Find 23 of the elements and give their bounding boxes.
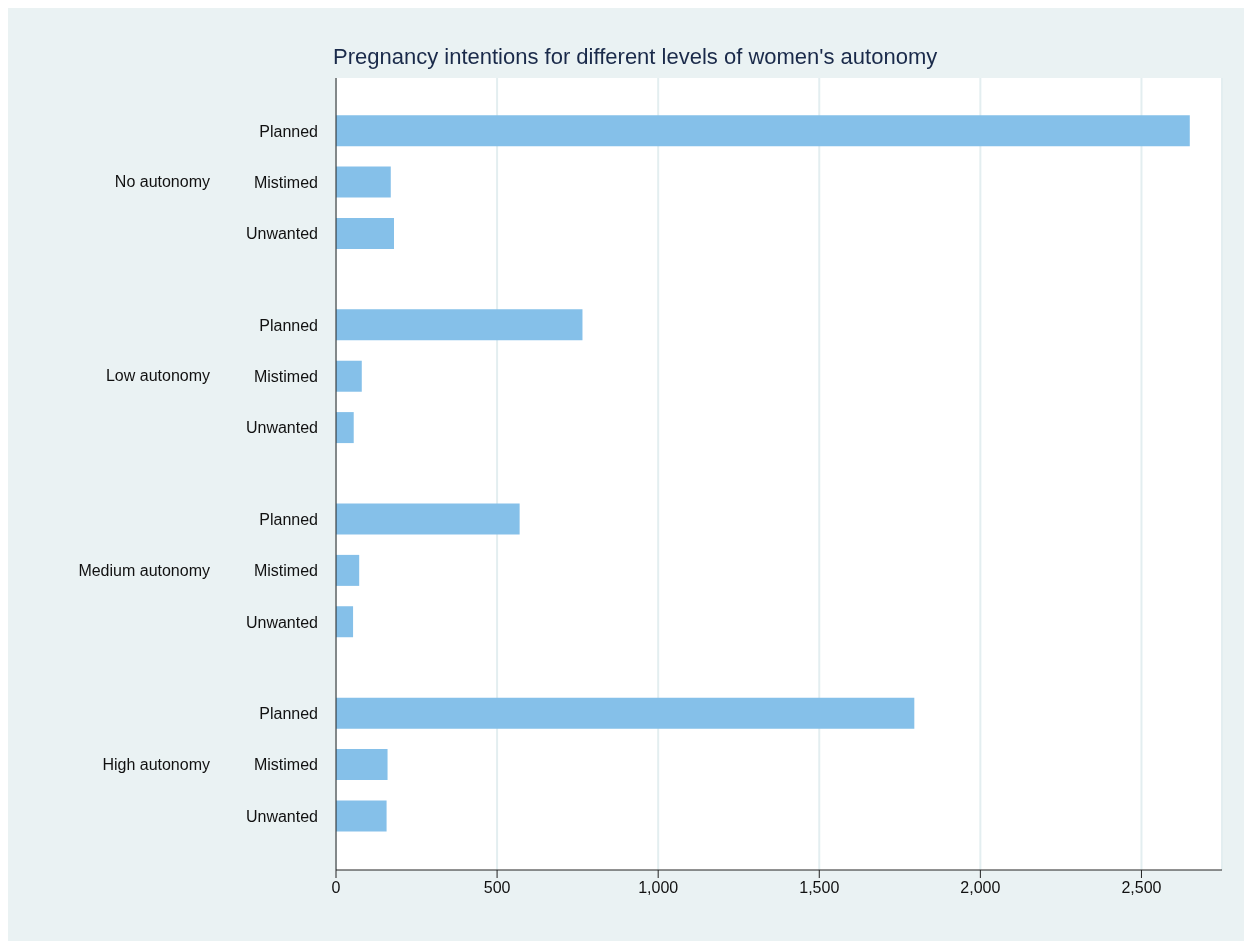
- y-tick-label: Unwanted: [245, 225, 318, 243]
- x-tick-label: 0: [331, 879, 341, 897]
- y-tick-label: Mistimed: [253, 368, 318, 386]
- x-tick-label: 1,000: [638, 879, 679, 897]
- y-tick-label: Planned: [259, 316, 318, 334]
- y-tick-label: Unwanted: [245, 807, 318, 825]
- text: Low autonomy: [105, 366, 210, 387]
- y-tick-label: Mistimed: [253, 756, 318, 774]
- y-tick-label: Unwanted: [245, 419, 318, 437]
- x-tick-label: 500: [483, 879, 511, 897]
- x-tick-label: 2,000: [960, 879, 1001, 897]
- y-tick-label: Mistimed: [253, 173, 318, 191]
- y-tick-label: Mistimed: [253, 562, 318, 580]
- text: Medium autonomy: [78, 560, 210, 581]
- text: No autonomy: [114, 172, 210, 193]
- x-tick-label: 2,500: [1121, 879, 1162, 897]
- y-tick-label: Planned: [259, 122, 318, 140]
- y-tick-label: Planned: [259, 510, 318, 528]
- y-tick-label: Unwanted: [245, 613, 318, 631]
- y-tick-label: Planned: [259, 705, 318, 723]
- x-tick-label: 1,500: [799, 879, 840, 897]
- text: High autonomy: [102, 754, 210, 775]
- chart-title: Pregnancy intentions for different levels of women's autonomy: [333, 44, 938, 70]
